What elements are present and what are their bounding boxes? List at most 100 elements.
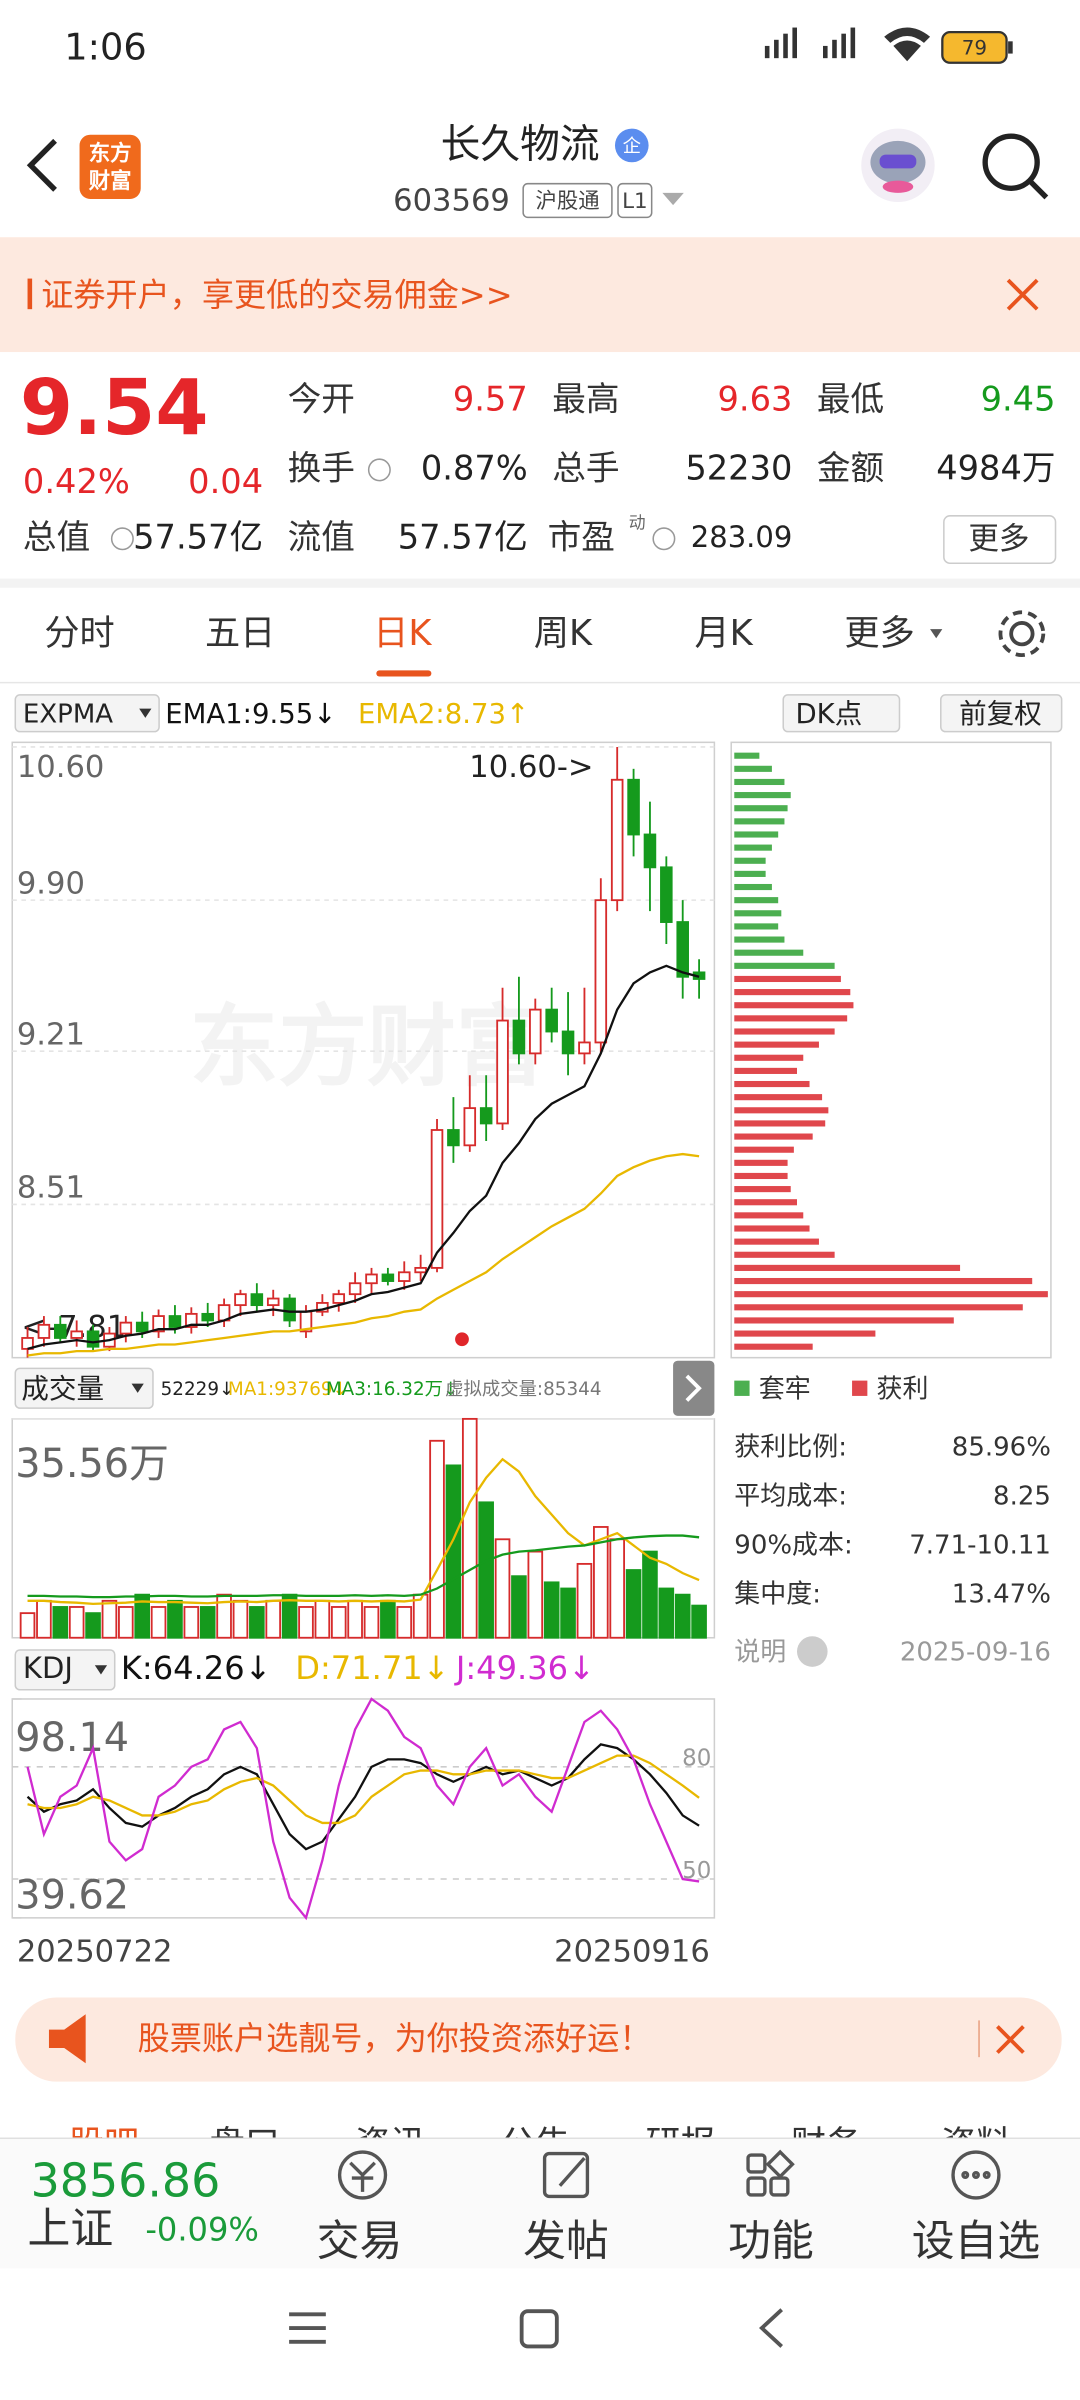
section-tab[interactable]: 资料 <box>941 2124 1011 2165</box>
indicator-name[interactable]: EXPMA <box>23 699 113 729</box>
d-line <box>27 1754 700 1825</box>
close-button-2[interactable] <box>996 2025 1025 2054</box>
banner2-text[interactable]: 股票账户选靓号，为你投资添好运！ <box>138 2019 652 2057</box>
volume-bar <box>347 1599 363 1639</box>
menu-button[interactable] <box>289 2312 326 2344</box>
volume-ma3-label: MA3:16.32万↓ <box>326 1379 459 1400</box>
toolbar-action[interactable]: 发帖 <box>523 2216 609 2266</box>
volume-bar <box>625 1569 642 1639</box>
toolbar-action[interactable]: 设自选 <box>912 2216 1040 2266</box>
candle-body <box>578 1041 591 1055</box>
logo-text: 东方 <box>89 141 132 167</box>
volume-bar <box>85 1612 101 1639</box>
kdj-name[interactable]: KDJ <box>23 1651 73 1685</box>
y-tick-label: 8.51 <box>17 1171 85 1206</box>
home-button[interactable] <box>519 2309 559 2349</box>
stat-label: 获利比例: <box>734 1432 847 1462</box>
divider <box>0 578 1080 588</box>
note-label: 说明 <box>734 1638 786 1668</box>
dk-label[interactable]: DK点 <box>795 698 862 730</box>
chip-bar <box>734 1264 961 1271</box>
candle-body <box>119 1321 133 1335</box>
chip-bar <box>734 1225 810 1232</box>
volume-bar <box>101 1599 118 1639</box>
indicator-select[interactable] <box>14 694 160 733</box>
volume-select[interactable] <box>14 1367 154 1409</box>
section-tab[interactable]: 研报 <box>646 2124 716 2165</box>
tab[interactable]: 更多 <box>844 613 914 654</box>
search-button[interactable] <box>982 133 1049 200</box>
section-tab[interactable]: 股吧 <box>69 2124 139 2165</box>
candle-body <box>70 1330 83 1339</box>
candle-body <box>250 1293 264 1307</box>
promo-banner-2[interactable] <box>15 1997 1062 2082</box>
dk-button[interactable] <box>782 694 901 733</box>
candle-body <box>168 1315 182 1328</box>
tab[interactable]: 周K <box>534 613 593 654</box>
promo-banner[interactable] <box>0 237 1080 353</box>
expand-button[interactable] <box>673 1360 715 1416</box>
watermark: 东方财富 <box>190 995 545 1098</box>
adjust-button[interactable] <box>940 694 1063 733</box>
more-label[interactable]: 更多 <box>968 522 1029 557</box>
section-tab[interactable]: 财务 <box>791 2124 861 2165</box>
chip-bar <box>734 1199 797 1206</box>
kdj-select[interactable] <box>14 1649 116 1691</box>
candle-body <box>201 1312 214 1322</box>
index-value: 3856.86 <box>31 2154 221 2208</box>
volume-bar <box>593 1526 609 1639</box>
candle-body <box>561 1030 575 1055</box>
tab[interactable]: 月K <box>694 613 753 654</box>
chip-bar <box>734 857 766 864</box>
candle-body <box>332 1293 346 1304</box>
field-label: 最高 <box>552 380 619 419</box>
data-date: 2025-09-16 <box>900 1638 1051 1668</box>
dropdown[interactable] <box>662 192 684 206</box>
section-tab[interactable]: 公告 <box>500 2124 570 2165</box>
adjust-label[interactable]: 前复权 <box>959 698 1042 730</box>
back-nav-button[interactable] <box>758 2308 783 2348</box>
volume-bar <box>494 1538 511 1639</box>
stat-value: 85.96% <box>952 1432 1051 1462</box>
volume-bar <box>134 1593 150 1639</box>
field-label: 总手 <box>552 448 619 487</box>
candle-body <box>676 921 689 978</box>
back-button[interactable] <box>26 138 57 192</box>
y-tick-label: 9.21 <box>17 1017 85 1052</box>
tab[interactable]: 日K <box>373 613 432 654</box>
section-tab[interactable]: 资讯 <box>355 2124 425 2165</box>
volume-bar <box>543 1581 560 1639</box>
tab[interactable]: 分时 <box>44 613 114 654</box>
volume-bar <box>183 1606 200 1639</box>
stat-value: 7.71-10.11 <box>909 1530 1051 1560</box>
volume-bar <box>232 1599 249 1639</box>
avatar[interactable] <box>861 128 935 203</box>
expand-arrow <box>685 1374 702 1402</box>
volume-bar <box>19 1612 36 1639</box>
tab[interactable]: 五日 <box>205 613 275 654</box>
badge <box>614 128 649 163</box>
close-button[interactable] <box>1006 278 1039 311</box>
volume-bar <box>330 1606 347 1639</box>
field-value: 52230 <box>685 448 792 487</box>
banner-text[interactable]: 证券开户，享更低的交易佣金>> <box>41 276 512 314</box>
tab-dropdown <box>930 629 943 639</box>
volume-bar <box>68 1606 85 1639</box>
chip-bar <box>734 1251 835 1258</box>
volume-name[interactable]: 成交量 <box>21 1373 104 1405</box>
chip-bar <box>734 1120 826 1127</box>
candle-body <box>397 1271 411 1282</box>
stat-value: 8.25 <box>993 1481 1051 1511</box>
price: 9.54 <box>20 364 209 453</box>
candle-body <box>463 1107 477 1147</box>
volume-bar <box>314 1599 331 1639</box>
more-button[interactable] <box>943 515 1057 565</box>
toolbar-action[interactable]: 交易 <box>317 2216 403 2266</box>
info-icon[interactable] <box>796 1636 828 1667</box>
section-tab[interactable]: 盘口 <box>210 2124 280 2165</box>
settings-button[interactable] <box>998 610 1046 658</box>
candle-body <box>54 1323 67 1339</box>
stock-code: 603569 <box>393 184 510 219</box>
candle-body <box>21 1337 34 1350</box>
toolbar-action[interactable]: 功能 <box>728 2216 814 2266</box>
